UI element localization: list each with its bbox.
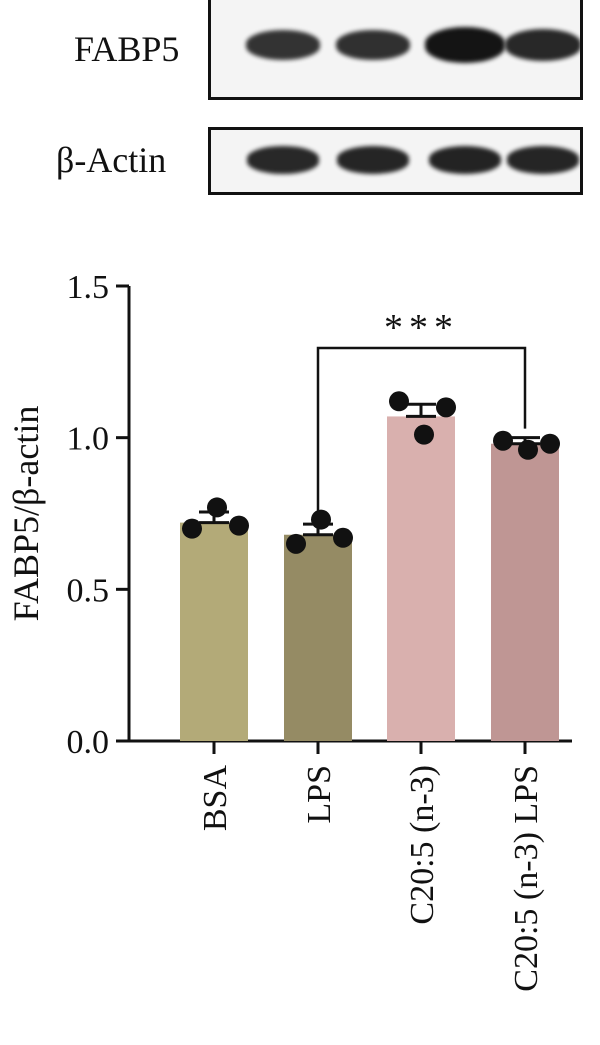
- data-point: [182, 519, 202, 539]
- data-point: [229, 516, 249, 536]
- data-point: [389, 391, 409, 411]
- y-tick-label: 1.0: [67, 421, 110, 458]
- data-point: [414, 425, 434, 445]
- axis-labels: FABP5/β-actin BSA LPS C20:5 (n-3) C20:5 (n-3…: [6, 406, 545, 992]
- significance-label: ***: [384, 307, 459, 349]
- data-point: [436, 397, 456, 417]
- data-point: [207, 497, 227, 517]
- y-axis-label: FABP5/β-actin: [6, 406, 46, 622]
- bar: [387, 416, 455, 741]
- data-point: [333, 528, 353, 548]
- data-point: [493, 431, 513, 451]
- data-point: [540, 434, 560, 454]
- y-tick-label: 0.0: [67, 724, 110, 761]
- x-tick-label: LPS: [301, 765, 338, 824]
- bars: [180, 416, 559, 741]
- data-point: [311, 510, 331, 530]
- bar: [491, 444, 559, 741]
- bar: [180, 523, 248, 741]
- data-point: [286, 534, 306, 554]
- x-tick-label: BSA: [197, 765, 234, 832]
- x-tick-label: C20:5 (n-3): [404, 765, 441, 925]
- bar: [284, 535, 352, 741]
- data-point: [518, 440, 538, 460]
- error-bars: [199, 404, 540, 534]
- x-tick-label: C20:5 (n-3) LPS: [508, 765, 545, 992]
- y-tick-label: 0.5: [67, 572, 110, 609]
- y-tick-label: 1.5: [67, 269, 110, 306]
- bar-chart: 0.0 0.5 1.0 1.5 *** FABP5/β-actin BSA LPS C20:…: [0, 0, 600, 1045]
